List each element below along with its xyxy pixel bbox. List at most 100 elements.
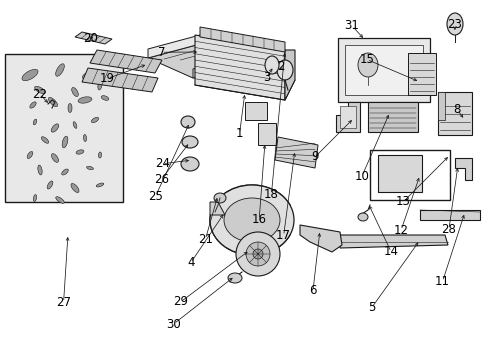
Polygon shape (200, 27, 285, 52)
Text: 5: 5 (367, 301, 375, 314)
Polygon shape (437, 92, 471, 135)
Polygon shape (437, 92, 444, 120)
Text: 15: 15 (359, 53, 373, 66)
Ellipse shape (82, 71, 98, 79)
Ellipse shape (61, 169, 68, 175)
Ellipse shape (101, 96, 109, 100)
Ellipse shape (214, 193, 225, 203)
Ellipse shape (72, 87, 78, 96)
Text: 24: 24 (155, 157, 169, 170)
Ellipse shape (98, 80, 102, 90)
Bar (339, 106, 355, 128)
Text: 12: 12 (393, 224, 407, 237)
Ellipse shape (35, 86, 45, 94)
Polygon shape (367, 102, 417, 132)
Text: 9: 9 (311, 150, 319, 163)
Polygon shape (299, 225, 341, 252)
Text: 7: 7 (157, 46, 165, 59)
Ellipse shape (357, 53, 377, 77)
Ellipse shape (181, 116, 195, 128)
Text: 16: 16 (251, 213, 266, 226)
Ellipse shape (276, 60, 292, 80)
Text: 25: 25 (148, 190, 163, 203)
Bar (5, 54, 123, 202)
Ellipse shape (227, 273, 242, 283)
Polygon shape (377, 155, 421, 192)
Ellipse shape (182, 136, 198, 148)
Polygon shape (193, 55, 244, 78)
Ellipse shape (48, 98, 58, 107)
Polygon shape (218, 51, 235, 64)
Polygon shape (454, 158, 471, 180)
Ellipse shape (51, 124, 59, 132)
Ellipse shape (41, 137, 49, 143)
Text: 14: 14 (383, 246, 398, 258)
Text: 2: 2 (277, 60, 285, 73)
Text: 27: 27 (56, 296, 71, 309)
Ellipse shape (245, 242, 269, 266)
Text: 6: 6 (308, 284, 316, 297)
Ellipse shape (446, 13, 462, 35)
Text: 30: 30 (166, 318, 181, 330)
Ellipse shape (73, 122, 77, 128)
Ellipse shape (98, 152, 102, 158)
Bar (258, 123, 275, 145)
Ellipse shape (47, 181, 53, 189)
Ellipse shape (62, 136, 68, 148)
Ellipse shape (209, 185, 293, 255)
Ellipse shape (83, 135, 86, 141)
Polygon shape (339, 235, 447, 248)
Polygon shape (195, 65, 294, 100)
Ellipse shape (33, 119, 37, 125)
Polygon shape (285, 50, 294, 100)
Ellipse shape (33, 194, 37, 202)
Ellipse shape (76, 150, 84, 154)
Text: 8: 8 (452, 103, 460, 116)
Text: 19: 19 (100, 72, 115, 85)
Text: 3: 3 (262, 71, 270, 84)
Text: 17: 17 (276, 229, 290, 242)
Ellipse shape (27, 152, 33, 158)
Polygon shape (148, 35, 200, 58)
Polygon shape (209, 202, 224, 215)
Ellipse shape (236, 232, 280, 276)
Ellipse shape (91, 117, 99, 123)
Text: 4: 4 (186, 256, 194, 269)
Ellipse shape (30, 102, 36, 108)
Text: 23: 23 (447, 18, 461, 31)
Ellipse shape (252, 249, 263, 259)
Ellipse shape (96, 183, 103, 187)
Text: 20: 20 (83, 32, 98, 45)
Text: 28: 28 (441, 223, 455, 236)
Polygon shape (148, 44, 244, 78)
Text: 29: 29 (173, 295, 188, 308)
Polygon shape (195, 35, 285, 100)
Ellipse shape (68, 104, 72, 112)
Ellipse shape (357, 213, 367, 221)
Bar (407, 53, 435, 95)
Text: 13: 13 (395, 195, 410, 208)
Ellipse shape (56, 197, 64, 203)
Polygon shape (345, 45, 422, 95)
Bar (244, 102, 266, 120)
Text: 26: 26 (154, 173, 168, 186)
Ellipse shape (78, 97, 92, 103)
Text: 11: 11 (434, 275, 449, 288)
Ellipse shape (51, 154, 59, 162)
Text: 1: 1 (235, 127, 243, 140)
Polygon shape (335, 102, 359, 132)
Ellipse shape (181, 157, 199, 171)
Polygon shape (274, 137, 317, 168)
Ellipse shape (264, 56, 279, 74)
Polygon shape (75, 32, 112, 44)
Polygon shape (90, 50, 162, 73)
Ellipse shape (56, 64, 64, 76)
Ellipse shape (71, 184, 79, 193)
Polygon shape (82, 68, 158, 92)
Polygon shape (419, 210, 479, 220)
Ellipse shape (86, 166, 93, 170)
Ellipse shape (38, 165, 42, 175)
Text: 21: 21 (198, 233, 212, 246)
Ellipse shape (224, 198, 280, 242)
Text: 18: 18 (264, 188, 278, 201)
